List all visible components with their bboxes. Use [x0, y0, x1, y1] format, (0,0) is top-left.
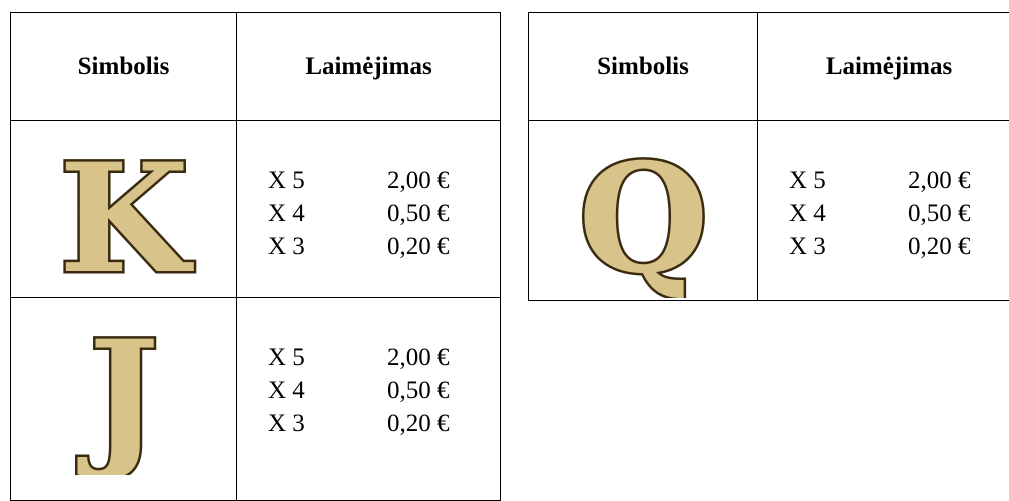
multiplier: X 3	[268, 410, 305, 437]
symbol-icon: Q	[576, 129, 712, 299]
payout-amount: 0,50 €	[387, 377, 450, 404]
payout-amount: 0,20 €	[387, 233, 450, 260]
multiplier: X 4	[789, 200, 826, 227]
multiplier: X 5	[789, 167, 826, 194]
multiplier: X 3	[268, 233, 305, 260]
payout-amount: 2,00 €	[387, 344, 450, 371]
symbol-cell: J	[10, 297, 237, 501]
payout-amount: 2,00 €	[908, 167, 971, 194]
header-cell: Simbolis	[10, 12, 237, 121]
symbol-icon: K	[56, 129, 196, 299]
header-text: Laimėjimas	[305, 52, 432, 80]
payout-amount: 0,20 €	[908, 233, 971, 260]
header-cell: Laimėjimas	[236, 12, 501, 121]
payout-amount: 0,20 €	[387, 410, 450, 437]
payout-cell: X 5 2,00 € X 4 0,50 € X 3 0,20 €	[236, 120, 501, 298]
multiplier: X 4	[268, 200, 305, 227]
page: Simbolis Laimėjimas K X 5 2,00 € X 4 0,50 € X 3…	[10, 12, 1009, 501]
header-cell: Simbolis	[528, 12, 758, 121]
multiplier: X 3	[789, 233, 826, 260]
multiplier: X 5	[268, 167, 305, 194]
payout-cell: X 5 2,00 € X 4 0,50 € X 3 0,20 €	[757, 120, 1009, 301]
header-cell: Laimėjimas	[757, 12, 1009, 121]
multiplier: X 5	[268, 344, 305, 371]
payout-amount: 0,50 €	[908, 200, 971, 227]
header-text: Simbolis	[597, 52, 689, 80]
symbol-letter: J	[78, 308, 160, 475]
symbol-cell: K	[10, 120, 237, 298]
payout-amount: 2,00 €	[387, 167, 450, 194]
payout-cell: X 5 2,00 € X 4 0,50 € X 3 0,20 €	[236, 297, 501, 501]
payout-amount: 0,50 €	[387, 200, 450, 227]
symbol-cell: Q	[528, 120, 758, 301]
symbol-icon: J	[75, 306, 162, 476]
multiplier: X 4	[268, 377, 305, 404]
header-text: Laimėjimas	[825, 52, 953, 80]
symbol-letter: Q	[578, 131, 709, 298]
symbol-letter: K	[59, 131, 194, 298]
header-text: Simbolis	[77, 52, 170, 80]
